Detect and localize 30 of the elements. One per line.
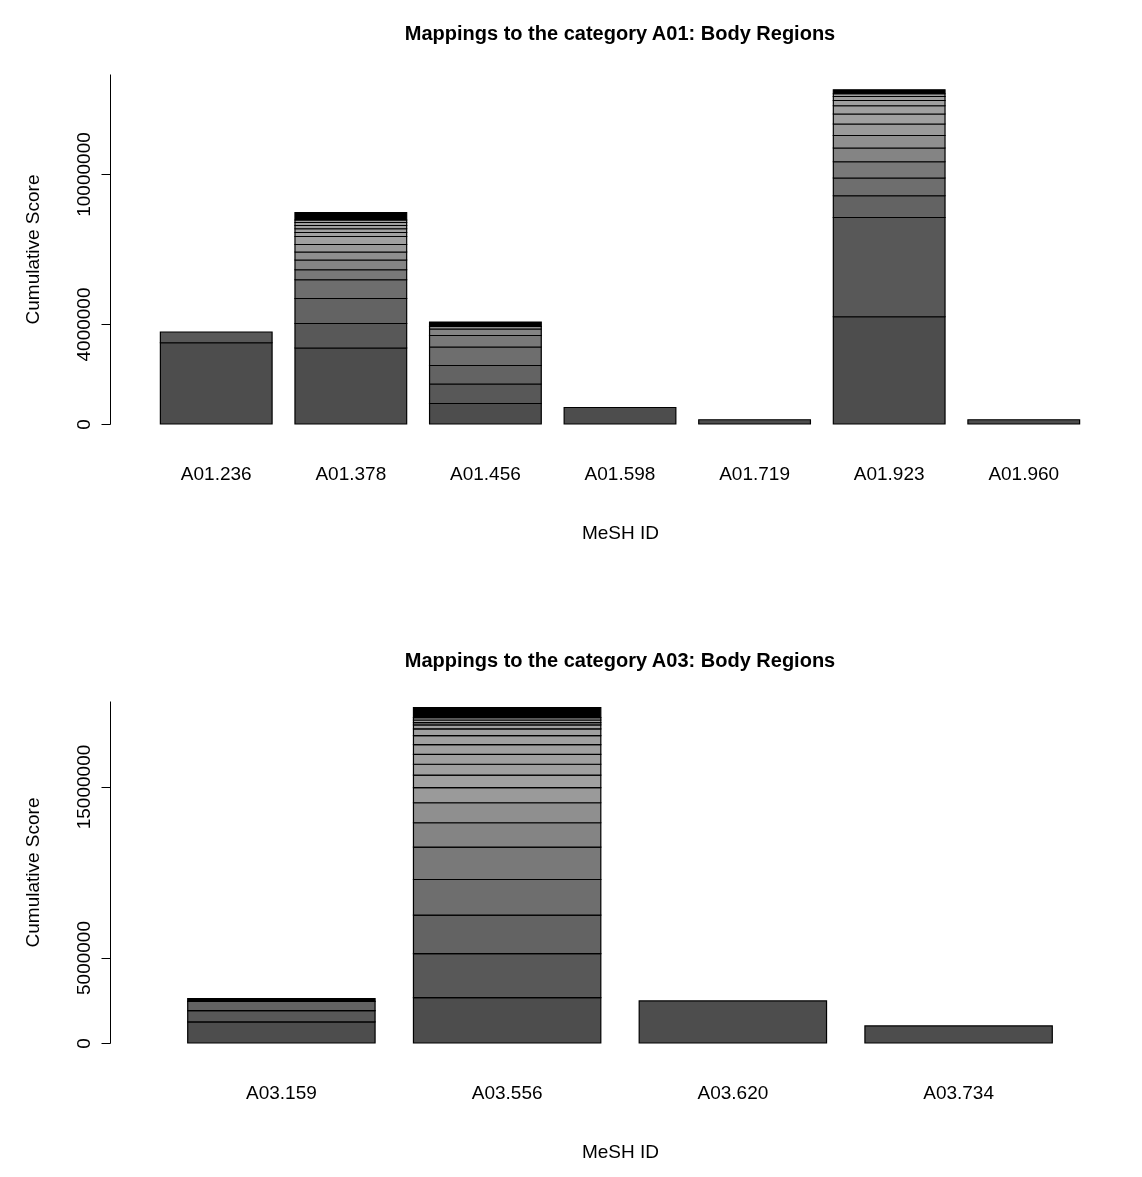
x-axis-title: MeSH ID <box>581 521 660 543</box>
y-axis-title: Cumulative Score <box>21 174 43 325</box>
bar <box>967 419 1081 425</box>
x-tick-label: A01.236 <box>180 462 252 484</box>
y-tick-label: 5000000 <box>72 921 94 995</box>
x-tick-label: A03.556 <box>471 1081 543 1103</box>
x-axis-title: MeSH ID <box>581 1140 660 1162</box>
bar <box>698 419 812 425</box>
y-tick-label: 15000000 <box>72 744 94 830</box>
chart-title: Mappings to the category A01: Body Regions <box>404 22 836 44</box>
bar <box>412 707 602 719</box>
x-tick-label: A03.620 <box>697 1081 769 1103</box>
y-tick-label: 4000000 <box>72 287 94 362</box>
x-tick-label: A03.159 <box>246 1081 317 1103</box>
x-tick-label: A01.719 <box>719 462 790 484</box>
bar <box>563 406 677 425</box>
y-tick-label: 0 <box>72 1038 94 1049</box>
y-axis-title: Cumulative Score <box>21 797 43 948</box>
x-tick-label: A03.734 <box>923 1081 995 1103</box>
bar <box>638 1000 828 1044</box>
bar <box>864 1025 1053 1044</box>
x-tick-label: A01.923 <box>853 462 925 484</box>
x-tick-label: A01.378 <box>315 462 387 484</box>
x-tick-label: A01.456 <box>450 462 521 484</box>
x-tick-label: A01.960 <box>988 462 1060 484</box>
y-tick-label: 0 <box>72 419 94 430</box>
x-tick-label: A01.598 <box>584 462 656 484</box>
y-tick-label: 10000000 <box>72 132 94 217</box>
bar <box>294 211 408 221</box>
chart-title: Mappings to the category A03: Body Regions <box>404 649 836 671</box>
